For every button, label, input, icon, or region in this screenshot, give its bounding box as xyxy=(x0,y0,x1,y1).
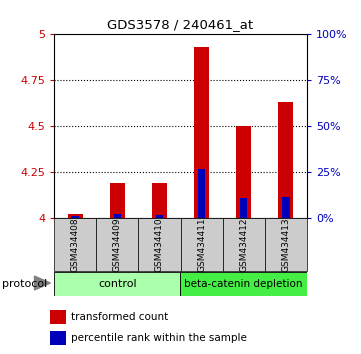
Bar xyxy=(96,218,138,271)
Text: GSM434412: GSM434412 xyxy=(239,217,248,272)
Bar xyxy=(68,214,83,218)
Bar xyxy=(110,183,125,218)
Bar xyxy=(240,198,248,218)
Bar xyxy=(265,218,307,271)
Bar xyxy=(194,46,209,218)
Bar xyxy=(282,196,290,218)
Text: GSM434409: GSM434409 xyxy=(113,217,122,272)
Text: GSM434410: GSM434410 xyxy=(155,217,164,272)
Text: transformed count: transformed count xyxy=(71,312,168,322)
Bar xyxy=(180,218,223,271)
Polygon shape xyxy=(35,276,50,290)
Text: protocol: protocol xyxy=(2,279,47,289)
Bar xyxy=(113,215,121,218)
Text: percentile rank within the sample: percentile rank within the sample xyxy=(71,333,247,343)
Text: beta-catenin depletion: beta-catenin depletion xyxy=(184,279,303,289)
Bar xyxy=(54,218,96,271)
Bar xyxy=(223,218,265,271)
Text: GSM434411: GSM434411 xyxy=(197,217,206,272)
Bar xyxy=(180,272,307,296)
Bar xyxy=(138,218,180,271)
Bar xyxy=(236,126,251,218)
Bar xyxy=(278,102,293,218)
Bar xyxy=(152,183,167,218)
Bar xyxy=(156,215,163,218)
Text: control: control xyxy=(98,279,136,289)
Bar xyxy=(49,331,66,345)
Text: GSM434408: GSM434408 xyxy=(71,217,80,272)
Bar xyxy=(49,310,66,324)
Text: GSM434413: GSM434413 xyxy=(281,217,290,272)
Title: GDS3578 / 240461_at: GDS3578 / 240461_at xyxy=(108,18,253,31)
Bar xyxy=(54,272,180,296)
Bar xyxy=(198,169,205,218)
Bar xyxy=(71,216,79,218)
